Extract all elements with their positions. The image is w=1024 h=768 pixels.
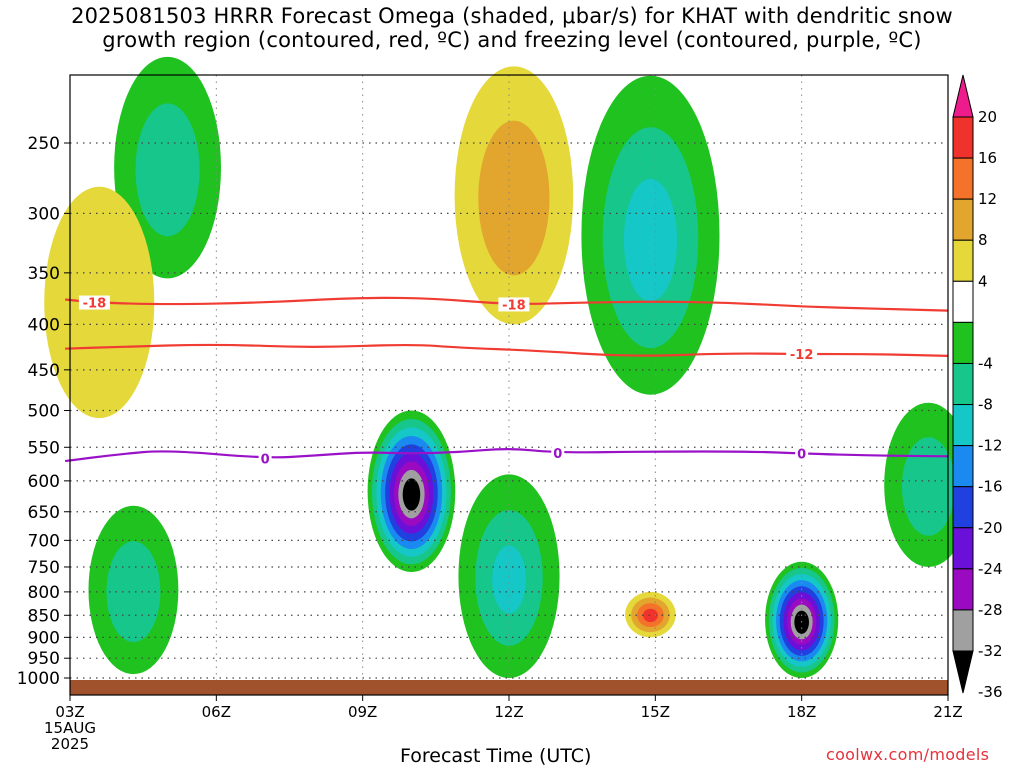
colorbar-bin-10 [952, 486, 974, 529]
y-tick-label-0: 250 [28, 134, 60, 154]
y-tick-label-6: 550 [28, 438, 60, 458]
colorbar-bin-1 [952, 116, 974, 159]
x-tick-label-5: 18Z [787, 703, 816, 721]
colorbar-label-11: -28 [978, 601, 1003, 619]
x-tick-label-3: 12Z [494, 703, 523, 721]
x-date-line-0: 15AUG [44, 719, 96, 737]
title-line-1: 2025081503 HRRR Forecast Omega (shaded, … [71, 4, 953, 28]
freezing-label-2-0: 0 [261, 452, 270, 467]
omega-blob-0-level-1 [135, 103, 200, 237]
x-tick-label-4: 15Z [641, 703, 670, 721]
omega-blob-4-level-1 [478, 120, 550, 276]
dendritic-label-bg-0-1 [498, 297, 530, 312]
omega-blob-8-level-1 [106, 541, 161, 643]
y-tick-label-3: 400 [28, 315, 60, 335]
colorbar-bin-12 [952, 568, 974, 611]
title-line-2: growth region (contoured, red, ºC) and f… [102, 28, 922, 52]
colorbar-bin-9 [952, 445, 974, 488]
colorbar-label-3: 8 [978, 231, 988, 249]
y-tick-label-1: 300 [28, 204, 60, 224]
freezing-label-bg-2-2 [795, 446, 809, 461]
freezing-label-bg-2-0 [258, 451, 272, 466]
y-tick-label-11: 800 [28, 583, 60, 603]
colorbar-label-0: 20 [978, 108, 997, 126]
freezing-contour-2 [64, 448, 949, 463]
colorbar-label-12: -32 [978, 642, 1003, 660]
omega-blob-7-level-2 [492, 545, 526, 614]
colorbar-label-4: 4 [978, 272, 988, 290]
dendritic-label-0-0: -18 [83, 297, 107, 312]
ground-surface [70, 680, 948, 695]
x-tick-label-6: 21Z [933, 703, 962, 721]
x-tick-label-2: 09Z [348, 703, 377, 721]
colorbar-label-8: -16 [978, 478, 1003, 496]
x-tick-label-1: 06Z [202, 703, 231, 721]
colorbar-label-5: -4 [978, 354, 993, 372]
source-credit: coolwx.com/models [826, 745, 990, 764]
colorbar-bin-13 [952, 609, 974, 652]
colorbar-bin-6 [952, 321, 974, 364]
colorbar-label-2: 12 [978, 190, 997, 208]
contours: -18 -18 -12 0 0 0 [64, 295, 949, 467]
colorbar: 20 16 12 8 4 -4 -8 -12 -16 -20 -24 -28 -32 -36 [952, 74, 1003, 701]
dendritic-label-bg-1-0 [786, 347, 818, 362]
y-tick-label-13: 900 [28, 628, 60, 648]
y-tick-label-4: 450 [28, 361, 60, 381]
colorbar-label-10: -24 [978, 560, 1003, 578]
x-tick-label-0: 03Z [55, 703, 84, 721]
dendritic-contour-1 [65, 343, 949, 357]
surface-band [70, 680, 948, 695]
colorbar-bottom-arrow [952, 650, 974, 694]
colorbar-label-1: 16 [978, 149, 997, 167]
omega-blob-5-level-2 [623, 178, 678, 302]
y-tick-label-12: 850 [28, 606, 60, 626]
y-tick-label-2: 350 [28, 264, 60, 284]
dendritic-label-bg-0-0 [78, 295, 110, 310]
omega-blob-6-level-3 [643, 608, 658, 623]
y-tick-label-9: 700 [28, 531, 60, 551]
y-tick-label-7: 600 [28, 472, 60, 492]
colorbar-bin-4 [952, 239, 974, 282]
freezing-label-bg-2-1 [551, 445, 565, 460]
omega-blob-2-level-8 [402, 478, 421, 511]
colorbar-bin-2 [952, 157, 974, 200]
chart-title: 2025081503 HRRR Forecast Omega (shaded, … [0, 4, 1024, 52]
x-date-line-1: 2025 [51, 735, 89, 753]
dendritic-label-1-0: -12 [790, 348, 814, 363]
y-tick-label-5: 500 [28, 402, 60, 422]
colorbar-bin-7 [952, 362, 974, 406]
colorbar-bin-3 [952, 198, 974, 241]
colorbar-label-9: -20 [978, 519, 1003, 537]
y-tick-label-14: 950 [28, 649, 60, 669]
colorbar-label-7: -12 [978, 437, 1003, 455]
omega-blob-9-level-1 [901, 437, 956, 536]
colorbar-label-13: -36 [978, 683, 1003, 701]
freezing-label-2-2: 0 [797, 448, 806, 463]
dendritic-contour-0 [65, 296, 949, 312]
dendritic-label-0-1: -18 [502, 298, 526, 313]
colorbar-bin-11 [952, 527, 974, 570]
freezing-label-2-1: 0 [553, 447, 562, 462]
y-tick-label-10: 750 [28, 558, 60, 578]
colorbar-bin-8 [952, 404, 974, 447]
colorbar-label-6: -8 [978, 396, 993, 414]
y-tick-label-8: 650 [28, 503, 60, 523]
x-axis-title: Forecast Time (UTC) [400, 745, 592, 767]
axes: 2503003504004505005506006507007508008509… [17, 74, 963, 753]
y-tick-label-15: 1000 [17, 669, 60, 689]
colorbar-bin-5 [952, 280, 974, 323]
colorbar-top-arrow [952, 74, 974, 118]
